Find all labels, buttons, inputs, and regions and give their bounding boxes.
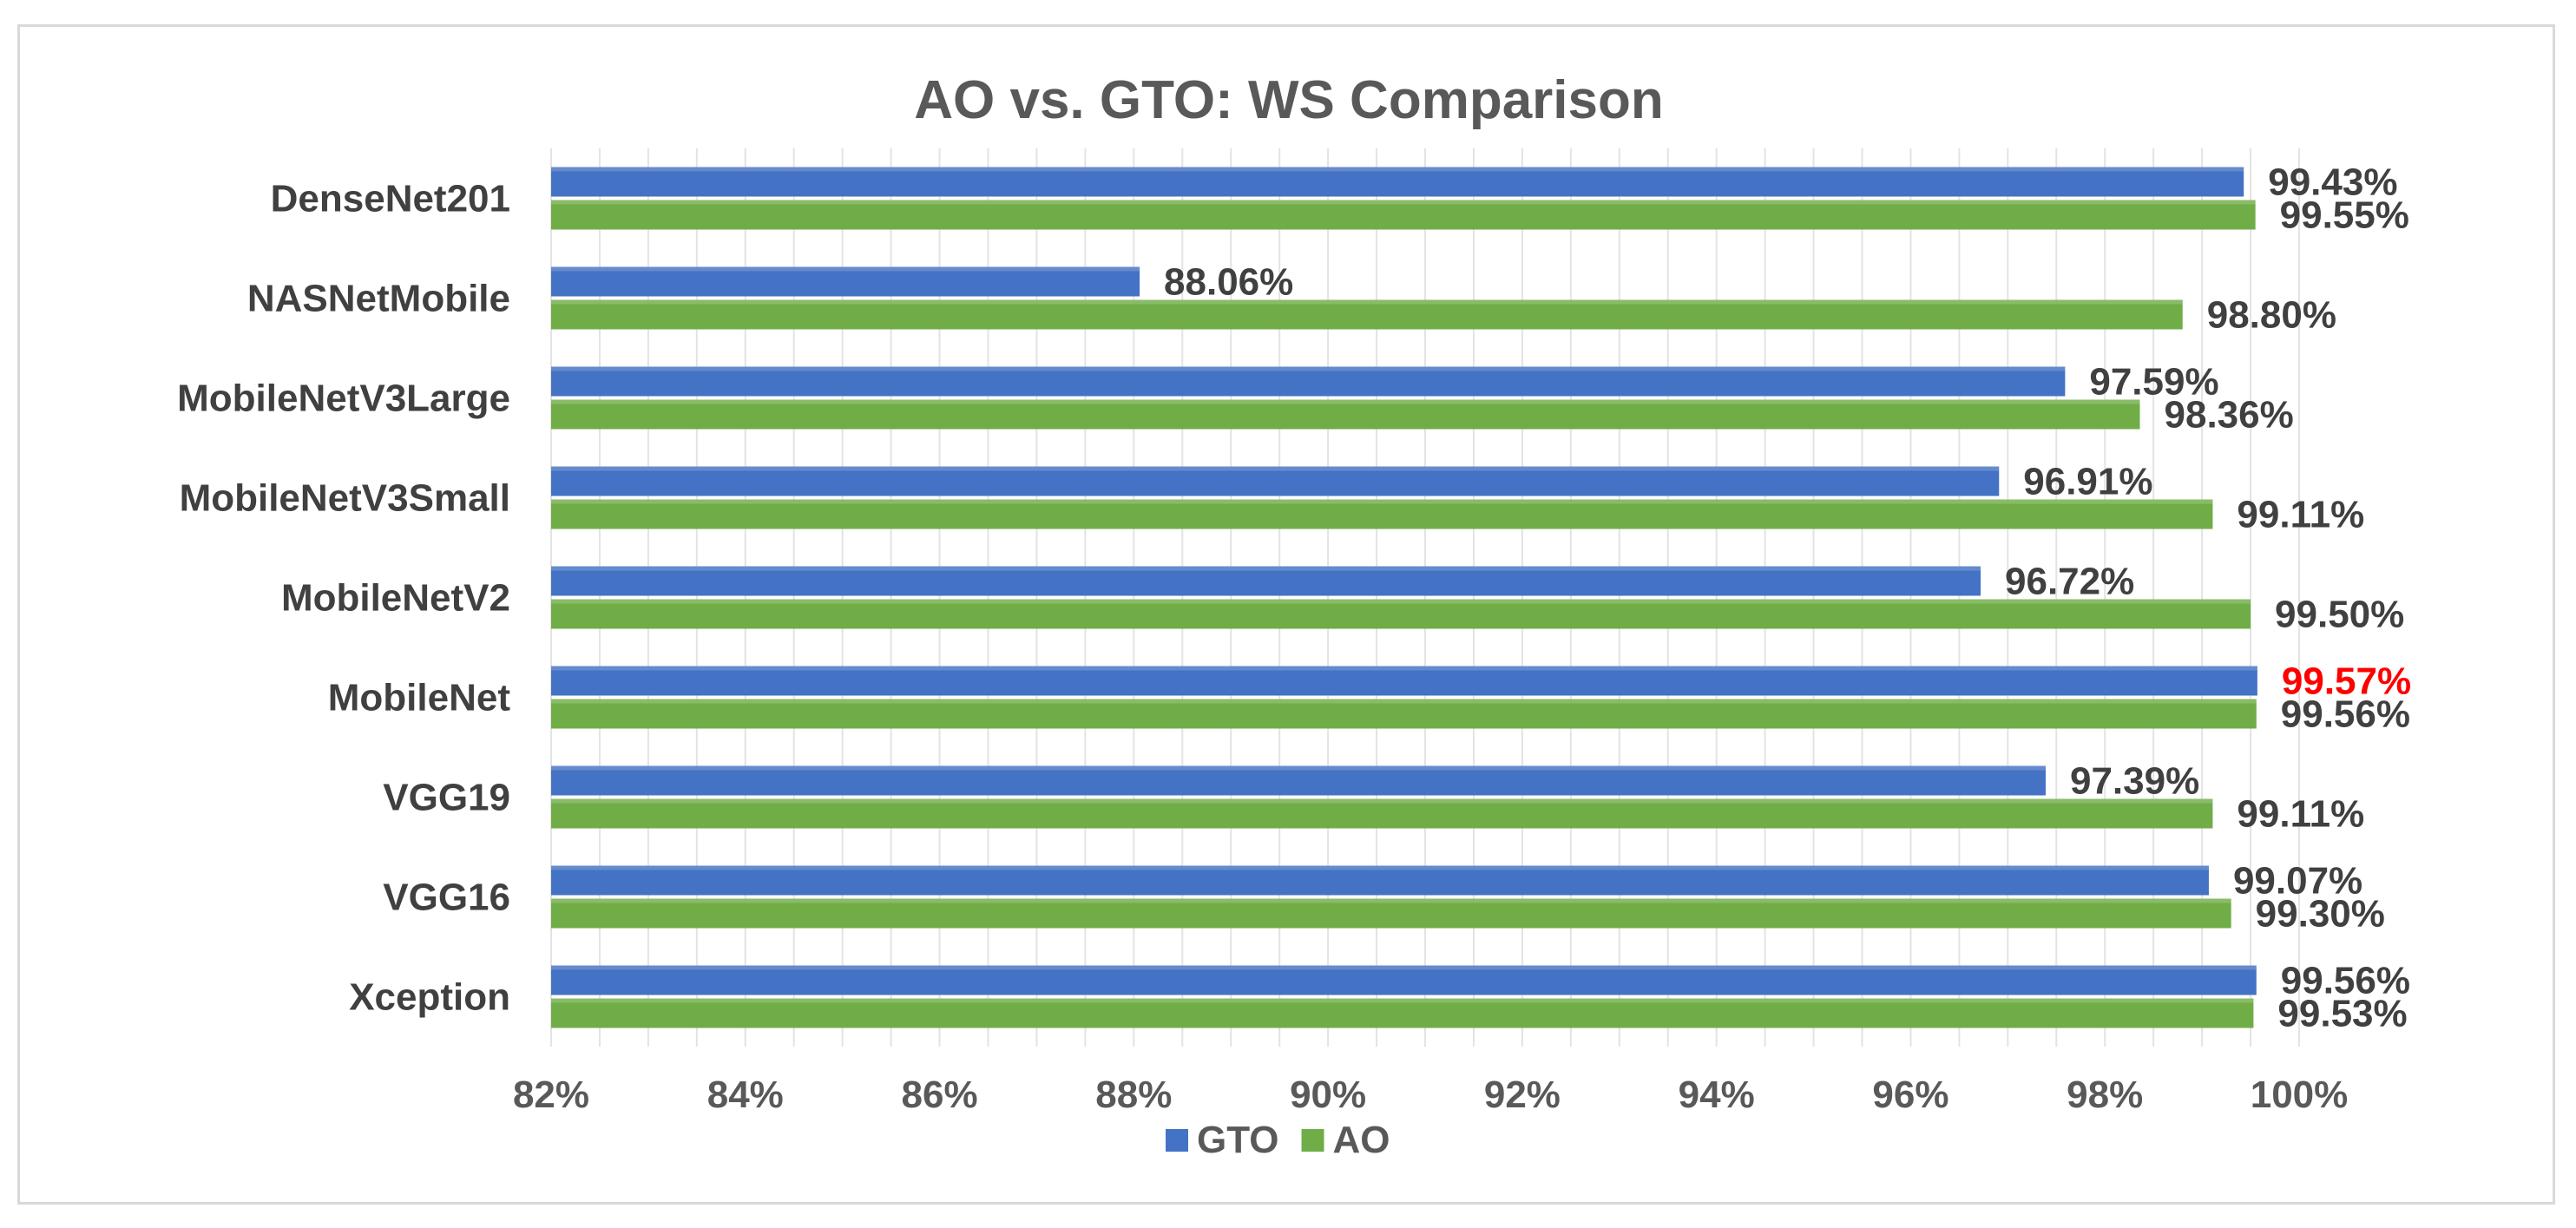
- data-label: 96.91%: [2023, 461, 2152, 503]
- data-label: 99.43%: [2268, 161, 2397, 204]
- legend-label-gto: GTO: [1197, 1119, 1279, 1161]
- category-label: MobileNet: [328, 677, 511, 719]
- bar-shine: [551, 167, 2244, 172]
- bar-gto: [551, 167, 2244, 197]
- category-label: Xception: [349, 976, 510, 1019]
- bar-shine: [551, 566, 1981, 571]
- bar-shine: [551, 466, 2000, 471]
- bar-ao: [551, 599, 2251, 629]
- category-label: MobileNetV2: [281, 577, 510, 620]
- data-label: 99.50%: [2275, 594, 2404, 636]
- bar-shine: [551, 266, 1140, 272]
- data-label: 99.56%: [2281, 960, 2410, 1002]
- bar-shine: [551, 599, 2251, 604]
- x-tick-label: 96%: [1872, 1074, 1948, 1116]
- bar-chart: AO vs. GTO: WS Comparison 99.43%99.55% 88…: [177, 70, 2411, 1161]
- bar-ao: [551, 499, 2213, 529]
- category-label: VGG19: [383, 777, 510, 819]
- data-label: 98.36%: [2165, 394, 2294, 437]
- bar-shine: [551, 699, 2257, 704]
- data-label: 97.59%: [2089, 361, 2218, 404]
- bar-gto: [551, 566, 1981, 596]
- bar-ao: [551, 798, 2213, 829]
- gridlines: [550, 148, 2300, 1047]
- category-label: NASNetMobile: [247, 278, 510, 320]
- x-tick-label: 98%: [2067, 1074, 2143, 1116]
- legend-label-ao: AO: [1333, 1119, 1390, 1161]
- x-tick-label: 92%: [1484, 1074, 1561, 1116]
- bar-gto: [551, 366, 2066, 397]
- bar-gto: [551, 765, 2046, 796]
- bar-shine: [551, 765, 2046, 771]
- bar-ao: [551, 998, 2254, 1028]
- bar-ao: [551, 200, 2256, 230]
- chart-frame: AO vs. GTO: WS Comparison 99.43% 99.55% 88…: [17, 24, 2555, 1205]
- bars: 99.43%99.55% 88.06% 98.80% 97.59%98.36% 96.9…: [551, 161, 2411, 1035]
- bar-shine: [551, 299, 2183, 305]
- x-tick-label: 82%: [513, 1074, 589, 1116]
- bar-shine: [551, 200, 2256, 205]
- data-label: 99.56%: [2281, 693, 2410, 736]
- x-tick-label: 88%: [1095, 1074, 1172, 1116]
- data-label: 88.06%: [1164, 261, 1293, 304]
- data-label: 99.53%: [2277, 993, 2407, 1035]
- legend: GTO AO: [1166, 1119, 1390, 1161]
- bar-ao: [551, 699, 2257, 729]
- bar-gto: [551, 965, 2257, 995]
- bar-shine: [551, 998, 2254, 1003]
- bar-shine: [551, 499, 2213, 504]
- category-label: DenseNet201: [271, 178, 510, 220]
- bar-ao: [551, 299, 2183, 330]
- x-tick-label: 90%: [1290, 1074, 1366, 1116]
- chart-title: AO vs. GTO: WS Comparison: [914, 70, 1664, 130]
- data-label: 99.11%: [2237, 494, 2364, 536]
- bar-shine: [551, 399, 2140, 404]
- category-labels: DenseNet201 NASNetMobile MobileNetV3Large M…: [177, 178, 510, 1019]
- data-label: 99.55%: [2280, 194, 2409, 237]
- bar-ao: [551, 898, 2231, 929]
- bar-gto: [551, 666, 2257, 696]
- x-tick-label: 84%: [707, 1074, 784, 1116]
- bar-shine: [551, 898, 2231, 903]
- category-label: MobileNetV3Small: [180, 477, 510, 520]
- bar-gto: [551, 466, 2000, 496]
- category-label: MobileNetV3Large: [177, 378, 510, 420]
- data-label: 98.80%: [2207, 294, 2336, 337]
- data-label: 97.39%: [2070, 760, 2199, 803]
- bar-shine: [551, 798, 2213, 804]
- bar-shine: [551, 965, 2257, 970]
- x-axis-ticks: 82% 84% 86% 88% 90% 92% 94% 96% 98% 100%: [513, 1074, 2348, 1116]
- data-label: 96.72%: [2005, 561, 2134, 603]
- bar-gto: [551, 865, 2209, 896]
- data-label: 99.30%: [2256, 893, 2385, 936]
- data-label: 99.11%: [2237, 793, 2364, 836]
- bar-shine: [551, 865, 2209, 870]
- bar-ao: [551, 399, 2140, 430]
- x-tick-label: 94%: [1679, 1074, 1755, 1116]
- bar-shine: [551, 666, 2257, 671]
- legend-swatch-ao: [1301, 1129, 1324, 1152]
- bar-shine: [551, 366, 2066, 371]
- category-label: VGG16: [383, 877, 510, 919]
- x-tick-label: 100%: [2251, 1074, 2349, 1116]
- legend-swatch-gto: [1166, 1129, 1188, 1152]
- x-tick-label: 86%: [902, 1074, 978, 1116]
- bar-gto: [551, 266, 1140, 297]
- data-label: 99.07%: [2233, 860, 2362, 903]
- data-label: 99.57%: [2282, 660, 2411, 703]
